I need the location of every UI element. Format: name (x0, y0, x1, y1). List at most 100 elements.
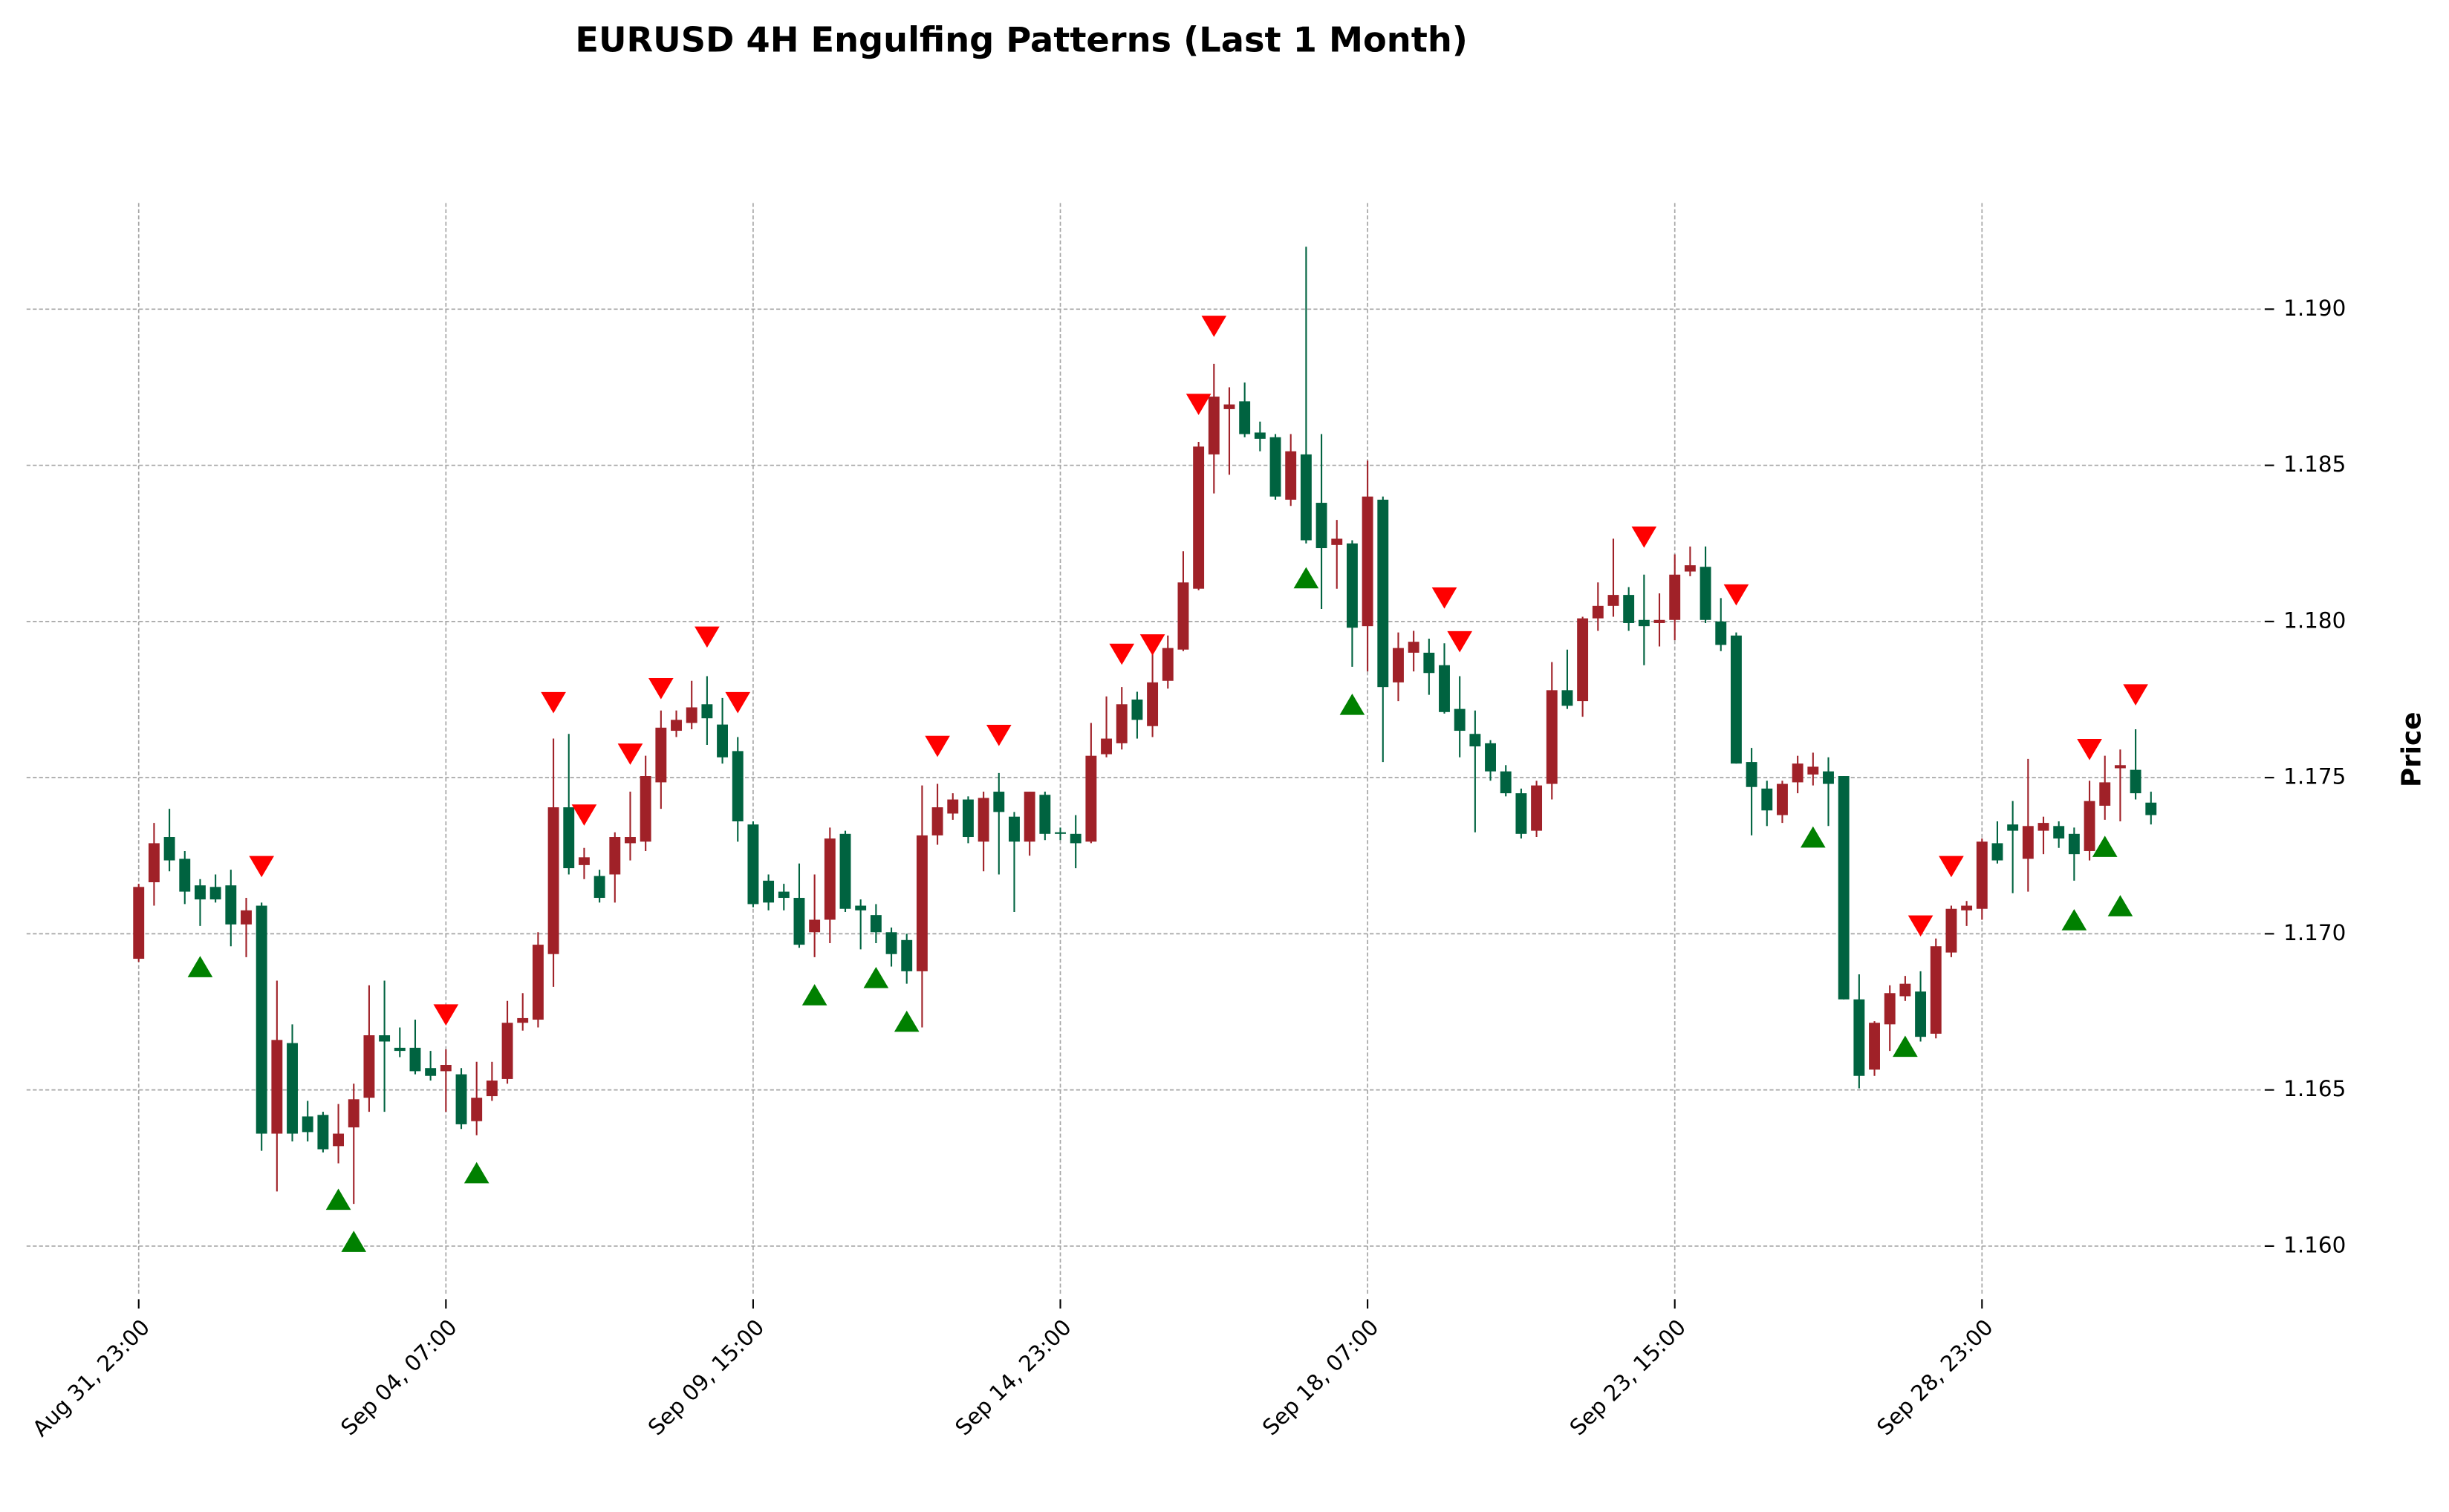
bearish-marker (986, 725, 1012, 746)
bearish-marker (571, 804, 597, 826)
bearish-marker (1201, 316, 1227, 337)
candle-body (1792, 763, 1804, 783)
bullish-marker (187, 956, 213, 977)
candle-body (1607, 595, 1619, 606)
candle-body (1315, 503, 1327, 549)
candle-body (1500, 771, 1512, 794)
candle-body (1592, 605, 1604, 619)
bullish-marker (1293, 567, 1319, 589)
y-tick-label: 1.160 (2283, 1232, 2346, 1257)
candle-body (609, 837, 621, 875)
chart-title: EURUSD 4H Engulfing Patterns (Last 1 Mon… (575, 19, 1467, 59)
candle-body (1039, 795, 1051, 834)
candle-body (962, 799, 974, 838)
bearish-marker (648, 677, 674, 700)
candle-body (2068, 833, 2080, 855)
candle-body (1777, 783, 1788, 815)
candle-body (1009, 816, 1020, 842)
candle-body (486, 1081, 498, 1097)
bearish-marker (1109, 643, 1135, 665)
bearish-marker (2077, 738, 2102, 760)
candle-body (717, 724, 728, 757)
bullish-marker (325, 1188, 351, 1210)
y-tick-label: 1.170 (2283, 920, 2346, 945)
bullish-marker (863, 966, 889, 988)
candle-body (1853, 999, 1865, 1076)
candle-body (1024, 792, 1035, 842)
candle-body (209, 887, 221, 900)
bearish-marker (433, 1004, 459, 1026)
candle-body (409, 1047, 421, 1072)
candle-body (1223, 404, 1235, 409)
bullish-marker (1800, 826, 1826, 848)
candle-body (1469, 734, 1481, 747)
candle-body (1930, 946, 1942, 1034)
candle-body (547, 807, 559, 954)
candle-body (1531, 785, 1543, 831)
bullish-marker (464, 1161, 490, 1184)
candle-body (2084, 801, 2095, 851)
y-tick-label: 1.185 (2283, 452, 2346, 477)
candle-body (824, 838, 836, 920)
candle-body (1515, 793, 1527, 834)
bearish-marker (1631, 527, 1657, 548)
bearish-marker (1447, 630, 1473, 653)
candle-body (1623, 595, 1635, 623)
candle-body (363, 1035, 375, 1098)
candle-body (256, 905, 267, 1134)
candle-body (809, 919, 821, 933)
candle-body (179, 858, 191, 892)
candle-body (317, 1115, 329, 1150)
candle-body (625, 837, 636, 844)
bearish-marker (1186, 394, 1212, 415)
candle-body (532, 945, 544, 1020)
candle-body (1730, 635, 1742, 764)
candle-body (302, 1116, 313, 1133)
bearish-marker (617, 743, 643, 765)
candle-body (148, 843, 160, 882)
candle-body (1869, 1023, 1880, 1070)
candle-body (855, 905, 867, 910)
candle-body (931, 807, 943, 835)
bullish-marker (341, 1231, 367, 1252)
candle-body (1669, 574, 1681, 620)
candle-body (1254, 432, 1266, 439)
candle-body (1346, 543, 1358, 628)
candle-body (1546, 690, 1558, 784)
candle-body (1070, 833, 1082, 844)
candle-body (870, 915, 882, 933)
candle-body (701, 704, 713, 719)
candle-body (1208, 397, 1220, 454)
candle-body (225, 885, 237, 925)
candle-body (1193, 446, 1205, 589)
candle-body (1408, 642, 1419, 653)
candle-body (793, 898, 805, 945)
candle-body (1331, 538, 1343, 545)
candle-body (1162, 648, 1174, 681)
candle-body (1101, 738, 1112, 755)
bearish-marker (925, 735, 950, 757)
candle-body (1976, 841, 1988, 909)
y-tick-label: 1.165 (2283, 1076, 2346, 1101)
bearish-marker (1723, 584, 1749, 606)
candle-body (839, 833, 851, 909)
candle-body (501, 1023, 513, 1079)
candle-body (1577, 618, 1589, 702)
candle-body (379, 1035, 391, 1042)
candle-body (2022, 826, 2034, 859)
candle-body (1147, 682, 1159, 726)
bullish-marker (2092, 835, 2118, 857)
candle-body (1945, 908, 1957, 953)
bearish-marker (1139, 634, 1165, 656)
candle-body (1561, 690, 1573, 706)
candle-body (1377, 499, 1389, 688)
candle-body (517, 1017, 529, 1023)
candle-body (1269, 437, 1281, 497)
candle-body (947, 799, 959, 814)
bearish-marker (2123, 684, 2148, 706)
candle-body (747, 824, 759, 905)
candle-body (2114, 765, 2126, 769)
candle-body (916, 835, 928, 971)
